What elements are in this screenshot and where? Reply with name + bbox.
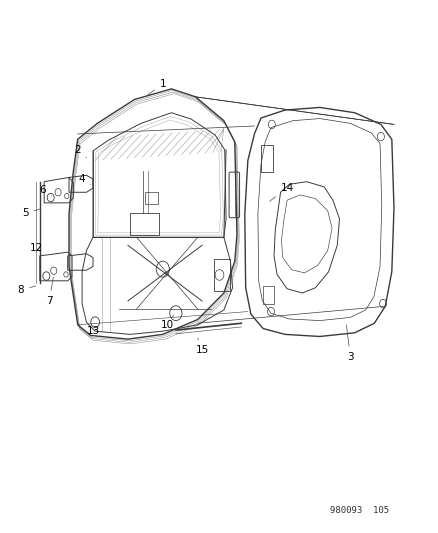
Text: 3: 3 bbox=[346, 325, 353, 361]
Text: 4: 4 bbox=[78, 174, 91, 184]
Text: 8: 8 bbox=[18, 285, 36, 295]
Text: 13: 13 bbox=[86, 323, 99, 336]
Text: 1: 1 bbox=[147, 78, 166, 95]
Text: 12: 12 bbox=[30, 243, 43, 253]
Text: 980093  105: 980093 105 bbox=[329, 506, 388, 515]
Text: 2: 2 bbox=[74, 145, 86, 158]
Text: 15: 15 bbox=[195, 338, 208, 356]
Text: 6: 6 bbox=[39, 184, 51, 196]
Text: 7: 7 bbox=[46, 277, 53, 306]
Text: 5: 5 bbox=[22, 208, 40, 219]
Text: 10: 10 bbox=[160, 316, 173, 330]
Text: 14: 14 bbox=[269, 183, 293, 201]
